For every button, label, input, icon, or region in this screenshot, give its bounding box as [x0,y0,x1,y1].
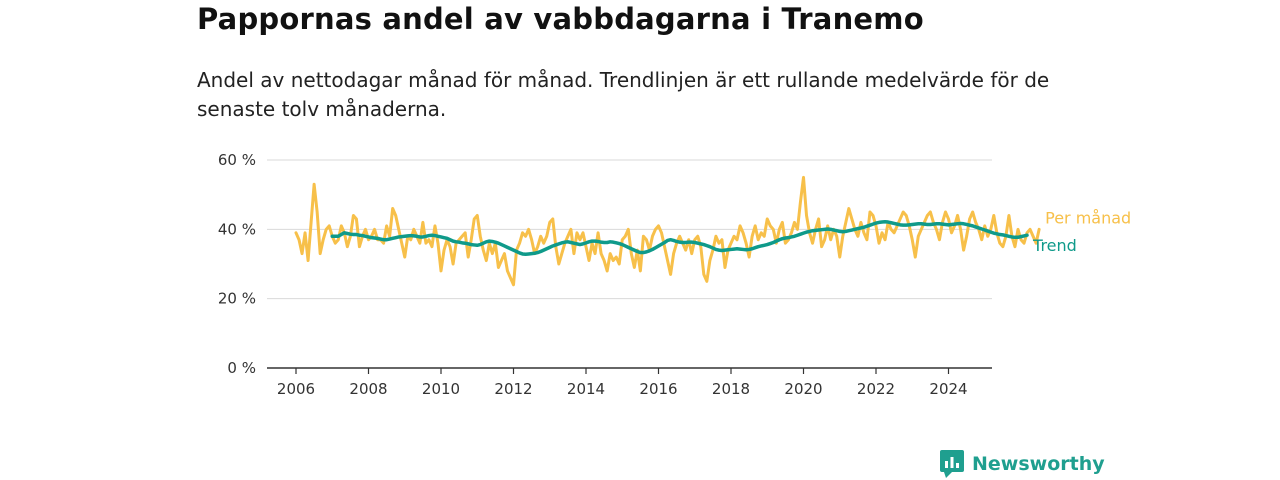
series-line-trend [330,219,1029,257]
legend: Per månad Trend [1032,208,1131,255]
chart-subtitle: Andel av nettodagar månad för månad. Tre… [197,68,1050,121]
x-tick-label: 2012 [494,380,532,398]
x-tick-label: 2008 [349,380,387,398]
brand-logo: Newsworthy [940,450,1105,478]
brand-name: Newsworthy [972,453,1105,475]
y-tick-label: 0 % [227,359,256,377]
x-tick-label: 2018 [712,380,750,398]
x-tick-label: 2024 [929,380,967,398]
series-line-per-manad [294,175,1041,287]
x-tick-label: 2020 [784,380,822,398]
y-tick-label: 40 % [218,220,256,238]
y-tick-label: 20 % [218,290,256,308]
x-axis: 2006 2008 2010 2012 2014 2016 2018 2020 2022 2024 [267,367,992,398]
y-tick-label: 60 % [218,151,256,169]
x-tick-label: 2016 [639,380,677,398]
series-group [294,175,1041,287]
x-tick-label: 2010 [422,380,460,398]
x-tick-label: 2022 [857,380,895,398]
legend-label-trend: Trend [1032,236,1077,255]
legend-label-per-manad: Per månad [1045,208,1131,227]
newsworthy-logo-icon [940,450,964,478]
y-axis-ticks: 0 % 20 % 40 % 60 % [218,151,256,377]
x-tick-label: 2006 [277,380,315,398]
x-tick-label: 2014 [567,380,605,398]
chart-title: Pappornas andel av vabbdagarna i Tranemo [197,2,924,36]
